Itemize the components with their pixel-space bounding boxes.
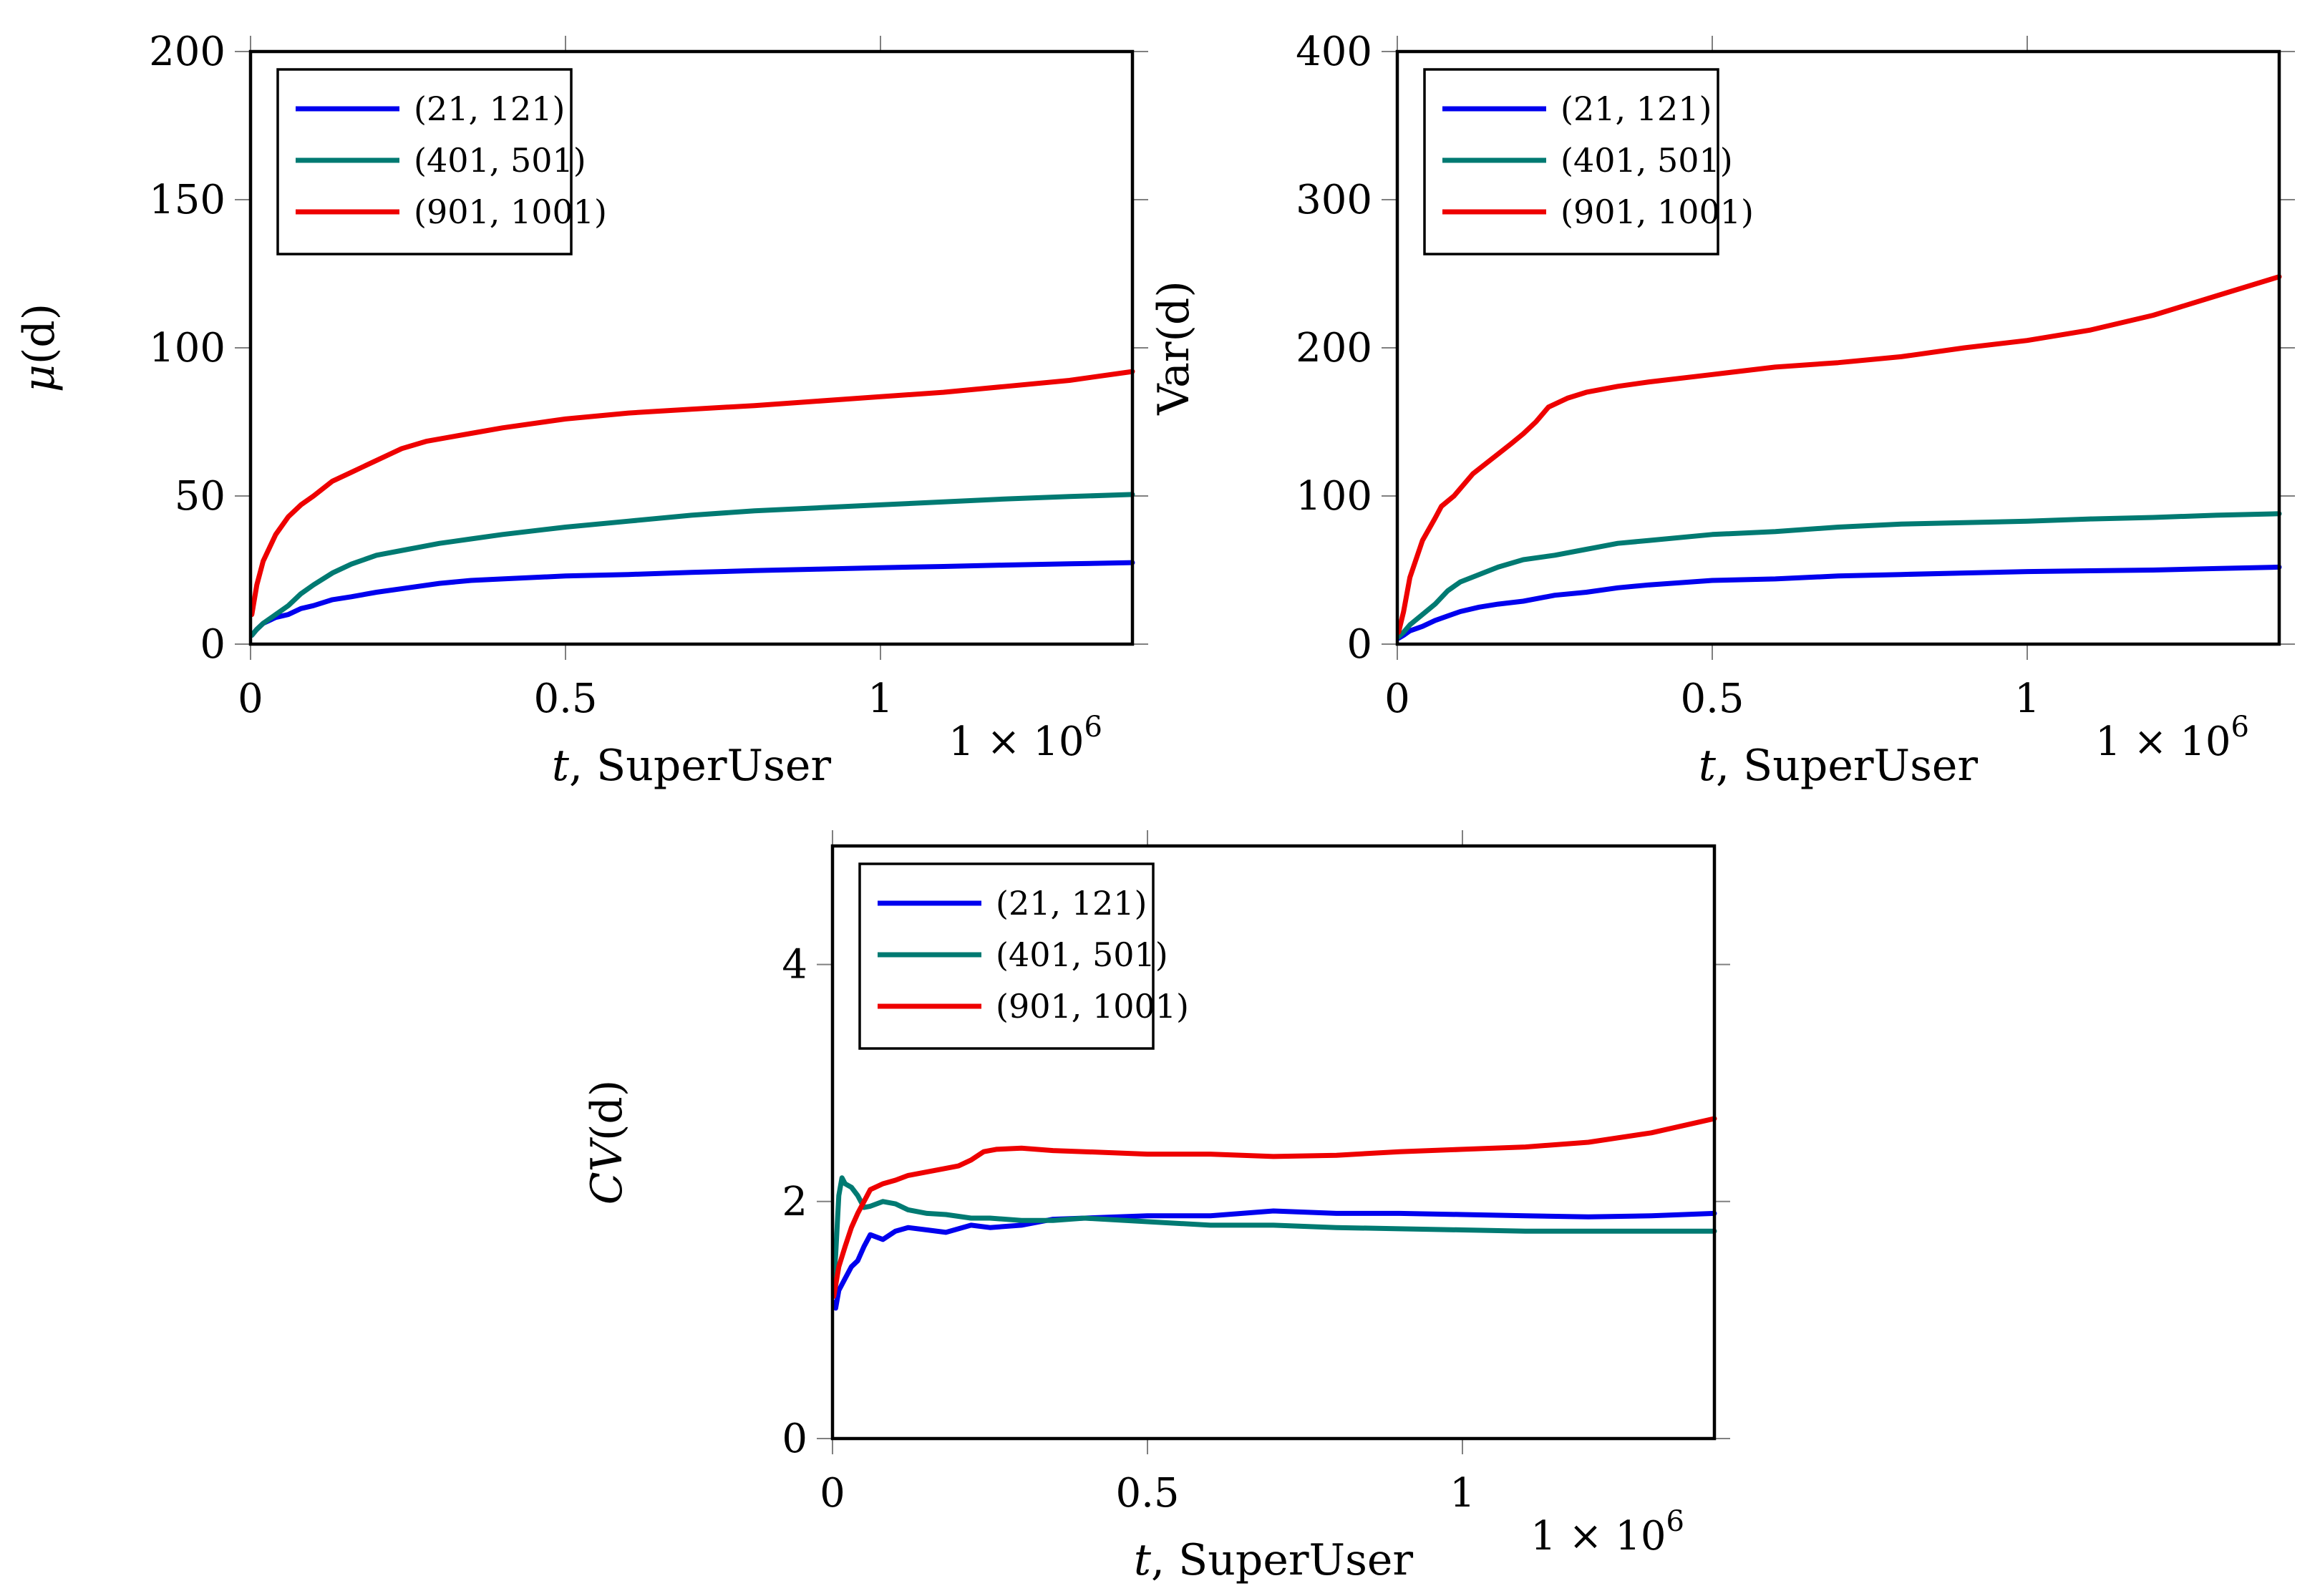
- legend-label-2: (401, 501): [414, 141, 586, 180]
- legend-label-2: (401, 501): [1561, 141, 1733, 180]
- chart-variance: 0 0.5 1 0 100 200 300 400 (21, 121) (401, 501) (90…: [1149, 29, 2295, 791]
- plot-frame: [248, 49, 1135, 646]
- y-tick-label: 200: [149, 29, 225, 75]
- y-tick-label: 0: [1346, 621, 1372, 668]
- x-axis-label: t, SuperUser: [1699, 741, 1978, 791]
- y-tick-label: 300: [1296, 177, 1372, 223]
- legend: (21, 121) (401, 501) (901, 1001): [1423, 68, 1754, 256]
- x-axis-exponent-base: 1 × 10: [2095, 719, 2231, 765]
- series-line-1: [831, 1208, 1717, 1311]
- plot-frame: [1395, 49, 2281, 646]
- series-line-1: [249, 560, 1135, 638]
- plot-frame: [830, 844, 1717, 1441]
- x-tick-label: 0.5: [533, 676, 597, 722]
- legend-label-3: (901, 1001): [996, 987, 1189, 1026]
- y-axis-label-text: (d): [582, 1080, 632, 1141]
- y-axis-label: μ(d): [14, 303, 64, 392]
- y-tick-label: 150: [149, 177, 225, 223]
- series-line-2: [249, 492, 1135, 638]
- legend: (21, 121) (401, 501) (901, 1001): [276, 68, 607, 256]
- y-axis-label-var: CV: [582, 1137, 632, 1205]
- x-axis-exponent-power: 6: [1666, 1505, 1684, 1538]
- x-axis-exponent: 1 × 106: [948, 711, 1102, 765]
- y-tick-label: 400: [1296, 29, 1372, 75]
- y-tick-label: 50: [175, 473, 225, 520]
- y-axis-label: CV(d): [582, 1080, 632, 1205]
- series-line-1: [1396, 564, 2282, 641]
- x-tick-label: 0: [238, 676, 263, 722]
- x-tick-label: 0.5: [1115, 1470, 1179, 1517]
- x-tick-label: 1: [2014, 676, 2040, 722]
- x-tick-label: 1: [868, 676, 893, 722]
- series-line-2: [1396, 511, 2282, 640]
- x-tick-label: 0: [820, 1470, 845, 1517]
- x-axis-exponent: 1 × 106: [2095, 711, 2249, 765]
- y-tick-label: 100: [149, 325, 225, 371]
- x-axis-exponent-power: 6: [1084, 711, 1102, 744]
- series-line-3: [831, 1116, 1717, 1299]
- x-axis-exponent-base: 1 × 10: [1530, 1513, 1666, 1559]
- x-axis-exponent: 1 × 106: [1530, 1505, 1684, 1559]
- chart-cv: 0 0.5 1 0 2 4 (21, 121) (401, 501) (901, 1001) t,…: [582, 830, 1730, 1585]
- y-tick-label: 200: [1296, 325, 1372, 371]
- legend-label-1: (21, 121): [414, 89, 565, 128]
- x-axis-label-text: , SuperUser: [1716, 741, 1978, 791]
- legend-label-1: (21, 121): [996, 884, 1147, 923]
- x-axis-label-text: , SuperUser: [1151, 1535, 1413, 1585]
- x-axis-label: t, SuperUser: [552, 741, 831, 791]
- y-tick-label: 0: [782, 1416, 807, 1462]
- legend-label-2: (401, 501): [996, 935, 1168, 974]
- legend: (21, 121) (401, 501) (901, 1001): [858, 862, 1189, 1050]
- y-tick-label: 100: [1296, 473, 1372, 520]
- x-tick-label: 0.5: [1680, 676, 1744, 722]
- series-line-3: [1396, 274, 2282, 635]
- y-tick-label: 2: [782, 1179, 807, 1225]
- series-line-3: [249, 369, 1135, 618]
- x-tick-label: 0: [1384, 676, 1410, 722]
- x-axis-label-var: t: [1134, 1535, 1152, 1585]
- legend-label-3: (901, 1001): [1561, 193, 1754, 231]
- y-tick-label: 0: [200, 621, 225, 668]
- legend-label-1: (21, 121): [1561, 89, 1712, 128]
- y-axis-label-text: (d): [14, 303, 64, 364]
- x-axis-exponent-base: 1 × 10: [948, 719, 1084, 765]
- y-tick-label: 4: [782, 942, 807, 988]
- x-axis-label-var: t: [1699, 741, 1717, 791]
- series-line-2: [831, 1175, 1717, 1281]
- x-axis-label: t, SuperUser: [1134, 1535, 1413, 1585]
- x-axis-label-var: t: [552, 741, 570, 791]
- y-axis-label-var: μ: [14, 364, 64, 392]
- x-axis-label-text: , SuperUser: [569, 741, 831, 791]
- y-axis-label: Var(d): [1149, 281, 1199, 416]
- y-axis-label-text: Var(d): [1149, 281, 1199, 416]
- legend-label-3: (901, 1001): [414, 193, 607, 231]
- x-axis-exponent-power: 6: [2231, 711, 2249, 744]
- chart-mean: 0 0.5 1 0 50 100 150 200 (21, 121) (401, 501) (901…: [14, 29, 1148, 791]
- x-tick-label: 1: [1450, 1470, 1475, 1517]
